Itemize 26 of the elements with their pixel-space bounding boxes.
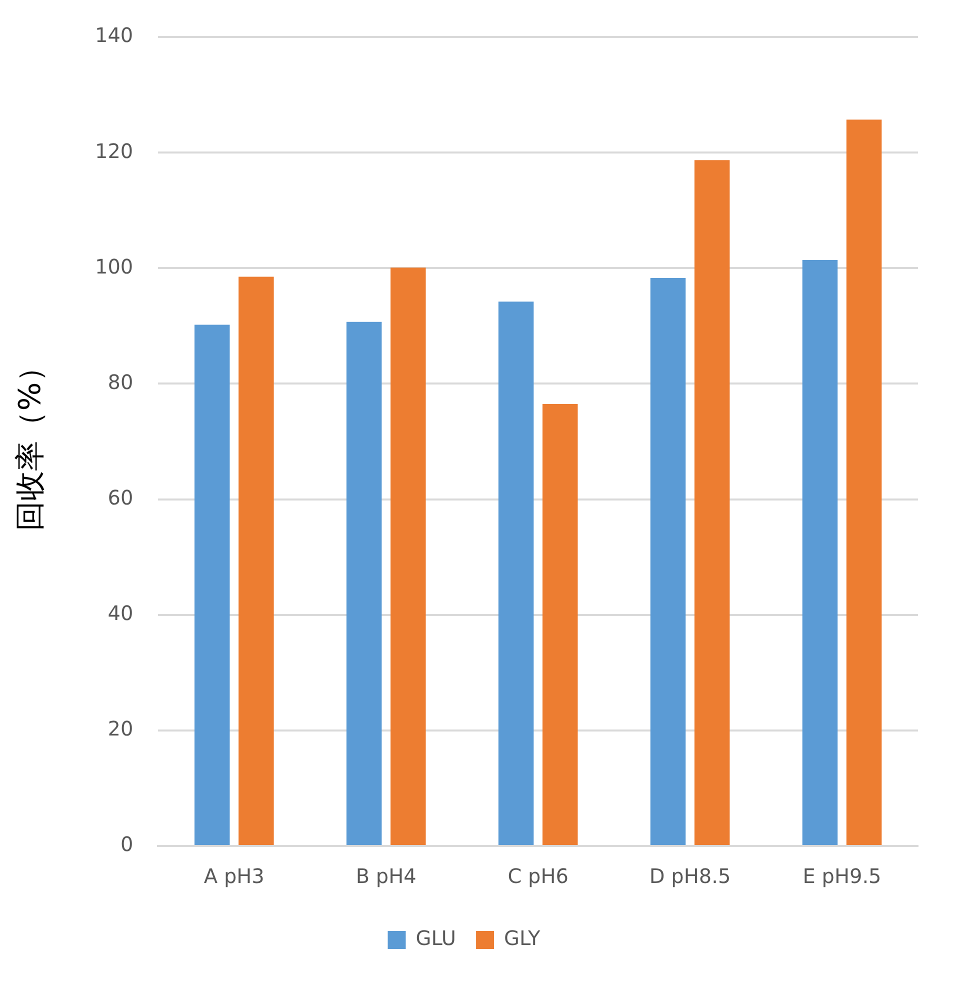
y-tick-label: 0 xyxy=(120,832,134,856)
y-axis-title: 回收率（%） xyxy=(12,352,48,531)
y-tick-label: 120 xyxy=(94,138,134,163)
bar xyxy=(238,276,274,845)
x-tick-label: D pH8.5 xyxy=(649,864,731,888)
y-tick-label: 60 xyxy=(108,485,134,510)
y-tick-label: 20 xyxy=(108,716,134,741)
bar xyxy=(346,322,382,845)
bar xyxy=(194,324,230,845)
x-tick-label: C pH6 xyxy=(508,864,568,888)
x-tick-label: A pH3 xyxy=(204,864,264,888)
bar xyxy=(846,120,882,845)
bar xyxy=(390,268,426,845)
bar xyxy=(650,278,686,845)
y-tick-label: 40 xyxy=(108,601,134,626)
x-tick-label: E pH9.5 xyxy=(802,864,882,888)
legend-label: GLY xyxy=(504,926,542,950)
y-tick-label: 140 xyxy=(94,23,134,48)
bar xyxy=(542,404,578,845)
bar xyxy=(802,260,838,845)
bar xyxy=(498,302,534,845)
y-tick-label: 80 xyxy=(108,370,134,394)
legend-label: GLU xyxy=(416,926,456,950)
y-tick-label: 100 xyxy=(94,254,134,278)
x-tick-label: B pH4 xyxy=(356,864,416,888)
bar xyxy=(694,160,730,845)
